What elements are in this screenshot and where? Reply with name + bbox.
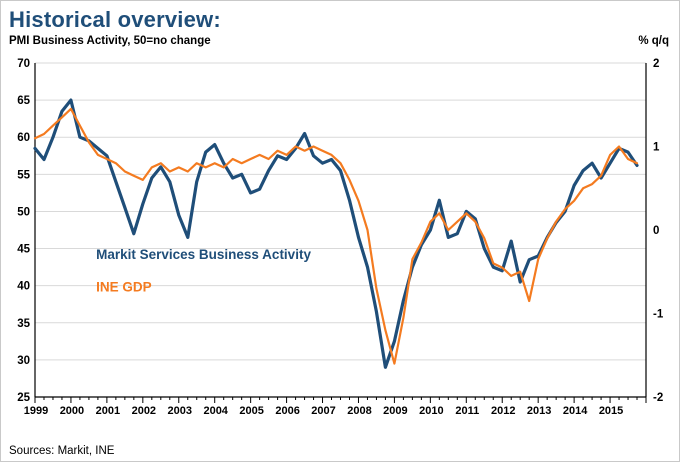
- x-axis-label: 2005: [239, 405, 263, 417]
- page-title: Historical overview:: [9, 7, 221, 32]
- source-note: Sources: Markit, INE: [9, 445, 115, 457]
- axis-caption-row: PMI Business Activity, 50=no change % q/…: [1, 35, 679, 47]
- y-axis-label-left: 40: [17, 281, 30, 293]
- y-axis-label-right: -2: [653, 392, 663, 404]
- x-axis-label: 2002: [132, 405, 156, 417]
- x-axis-label: 2014: [563, 405, 588, 417]
- x-axis-label: 1999: [24, 405, 48, 417]
- x-axis-ticks: [34, 397, 647, 403]
- x-axis-labels: 1999 2000 2001 2002 2003 2004 2005 2006 2007 2008…: [24, 405, 624, 417]
- x-axis-label: 2010: [419, 405, 443, 417]
- y-axis-label-right: 2: [653, 58, 659, 70]
- y-axis-label-right: -1: [653, 309, 664, 321]
- series-label: Markit Services Business Activity: [96, 247, 311, 262]
- series-line-gdp_line: [33, 107, 639, 365]
- x-axis-label: 2006: [275, 405, 299, 417]
- y-axis-label-left: 65: [17, 95, 30, 107]
- x-axis-label: 2007: [311, 405, 335, 417]
- series-label: INE GDP: [96, 280, 152, 295]
- y-axis-label-left: 30: [17, 355, 30, 367]
- y-axis-label-left: 50: [17, 206, 30, 218]
- x-axis-label: 2012: [491, 405, 515, 417]
- y-axis-label-left: 25: [17, 392, 30, 404]
- x-axis-label: 2001: [96, 405, 120, 417]
- x-axis-label: 2013: [527, 405, 551, 417]
- y-axis-label-left: 55: [17, 169, 30, 181]
- y-axis-labels-right: -2 -1 0 1 2: [653, 58, 664, 404]
- y-axis-label-right: 0: [653, 225, 659, 237]
- x-axis-label: 2004: [203, 405, 228, 417]
- axes: [34, 63, 647, 398]
- x-axis-label: 2009: [383, 405, 407, 417]
- gridlines: [35, 62, 646, 398]
- line-chart: 25 30 35 40 45 50 55 60 65 70 -2 -1 0 1 2 1999 2000 2001 2…: [17, 58, 664, 417]
- y-axis-label-left: 45: [17, 244, 30, 256]
- x-axis-label: 2015: [599, 405, 623, 417]
- y-axis-label-left: 35: [17, 318, 30, 330]
- chart-wrap: 25 30 35 40 45 50 55 60 65 70 -2 -1 0 1 2 1999 2000 2001 2…: [1, 49, 679, 438]
- x-axis-label: 2000: [60, 405, 84, 417]
- y-axis-labels-left: 25 30 35 40 45 50 55 60 65 70: [17, 58, 30, 404]
- x-axis-label: 2003: [168, 405, 192, 417]
- y-axis-label-left: 60: [17, 132, 30, 144]
- y-axis-label-left: 70: [17, 58, 30, 70]
- series-line-pmi_line: [33, 98, 639, 369]
- right-axis-caption: % q/q: [638, 35, 669, 47]
- inline-legend: Markit Services Business Activity INE GDP: [96, 247, 311, 295]
- left-axis-caption: PMI Business Activity, 50=no change: [9, 35, 211, 47]
- x-axis-label: 2008: [347, 405, 371, 417]
- y-axis-label-right: 1: [653, 142, 660, 154]
- x-axis-label: 2011: [455, 405, 479, 417]
